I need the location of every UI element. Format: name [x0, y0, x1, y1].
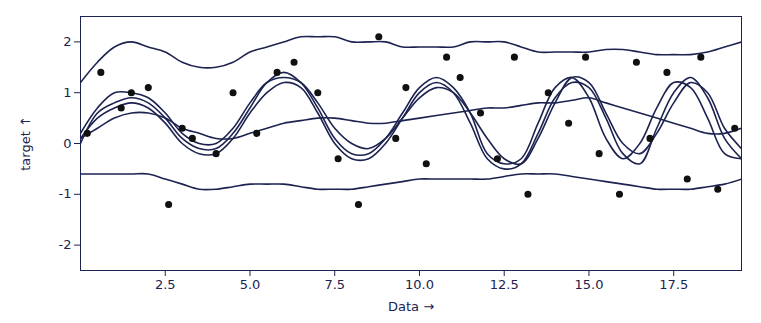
svg-text:5.0: 5.0	[240, 277, 261, 292]
svg-text:Data →: Data →	[388, 299, 434, 314]
svg-text:1: 1	[63, 85, 71, 100]
svg-text:15.0: 15.0	[574, 277, 603, 292]
svg-text:2.5: 2.5	[155, 277, 176, 292]
svg-text:10.0: 10.0	[405, 277, 434, 292]
svg-text:-1: -1	[59, 186, 72, 201]
svg-text:17.5: 17.5	[659, 277, 688, 292]
svg-text:7.5: 7.5	[324, 277, 345, 292]
svg-text:0: 0	[63, 136, 71, 151]
svg-text:2: 2	[63, 34, 71, 49]
svg-text:12.5: 12.5	[490, 277, 519, 292]
svg-text:target ↑: target ↑	[18, 116, 33, 171]
svg-text:-2: -2	[59, 237, 72, 252]
